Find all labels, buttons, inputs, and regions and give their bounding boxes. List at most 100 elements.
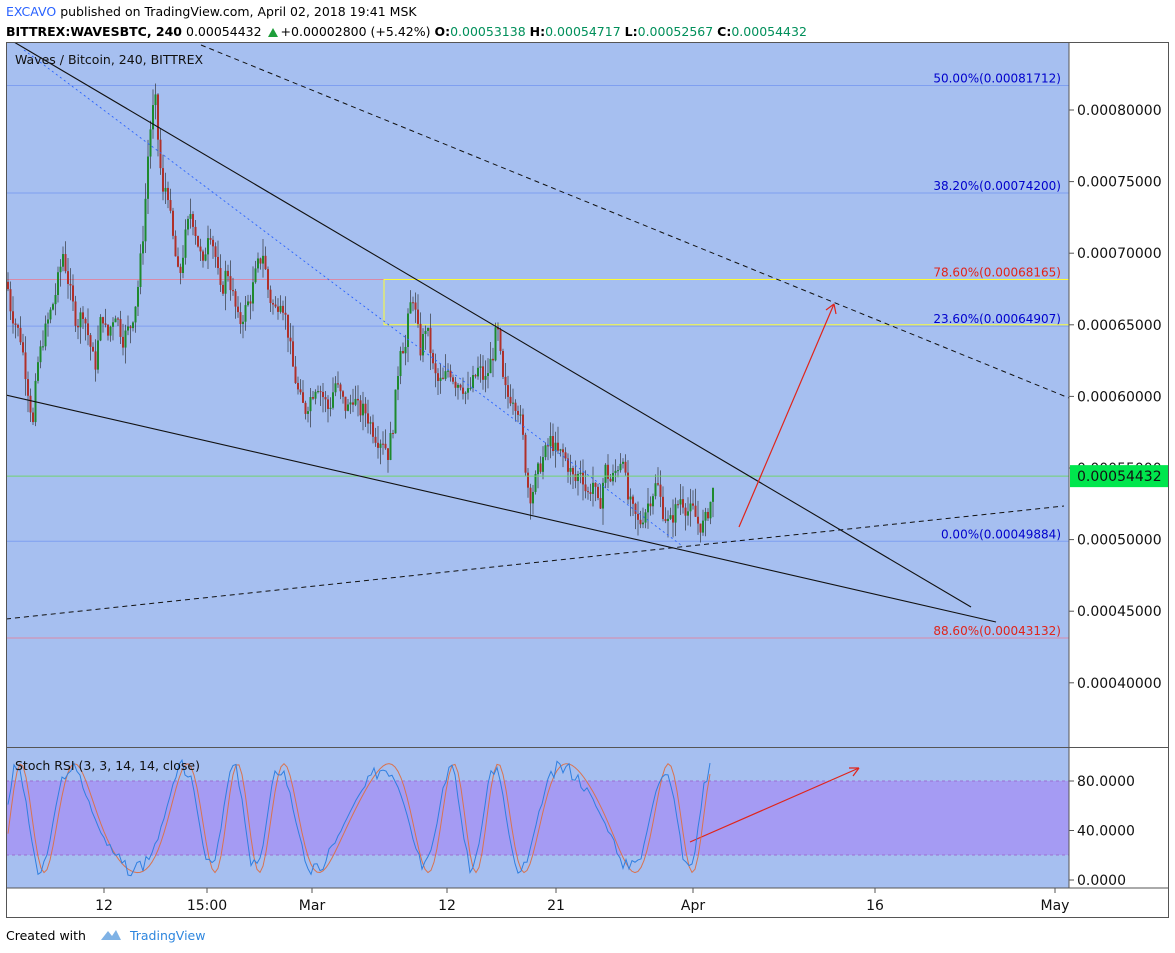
- candle-body: [224, 270, 227, 294]
- candle-body: [134, 306, 137, 323]
- candle-body: [29, 395, 32, 413]
- candle-body: [72, 285, 74, 302]
- candle-body: [162, 168, 164, 192]
- candle-body: [467, 388, 469, 393]
- candle-body: [409, 302, 412, 314]
- candle-body: [149, 129, 152, 157]
- candle-body: [124, 330, 127, 348]
- wedge-upper-trendline[interactable]: [13, 41, 972, 608]
- candle-body: [7, 281, 9, 290]
- candle-body: [584, 484, 587, 492]
- candle-body: [597, 486, 599, 499]
- candle-body: [322, 391, 324, 398]
- candle-body: [617, 470, 619, 472]
- candle-body: [399, 351, 402, 377]
- candle-body: [449, 370, 452, 378]
- candle-body: [289, 337, 292, 342]
- candle-body: [89, 335, 92, 347]
- indicator-axis[interactable]: 80.0000 40.0000 0.0000: [1069, 774, 1135, 889]
- author-link[interactable]: EXCAVO: [6, 4, 57, 19]
- candle-body: [137, 286, 139, 307]
- wedge-lower-trendline[interactable]: [5, 394, 997, 623]
- candle-body: [97, 340, 99, 370]
- candle-body: [94, 351, 97, 370]
- stoch-arrow[interactable]: [689, 767, 860, 843]
- candle-body: [412, 302, 414, 304]
- candle-body: [429, 327, 432, 354]
- candle-body: [274, 304, 277, 307]
- candle-body: [64, 254, 67, 272]
- candle-body: [682, 499, 684, 508]
- candle-body: [44, 323, 47, 347]
- candle-body: [472, 375, 474, 389]
- candle-body: [607, 464, 609, 479]
- candle-body: [462, 387, 464, 394]
- candle-body: [457, 384, 459, 388]
- time-tick-label: 12: [95, 898, 113, 914]
- candle-body: [129, 326, 132, 329]
- price-change: +0.00002800 (+5.42%): [280, 24, 431, 39]
- candle-body: [574, 474, 577, 482]
- support-dashed-line[interactable]: [5, 505, 1065, 620]
- candle-body: [627, 472, 629, 500]
- candle-body: [17, 324, 19, 328]
- time-tick-label: 16: [866, 898, 884, 914]
- candle-body: [114, 318, 117, 323]
- candle-body: [464, 392, 467, 394]
- candle-body: [79, 312, 82, 328]
- candle-body: [547, 445, 549, 447]
- candle-body: [204, 254, 207, 261]
- candle-body: [67, 271, 69, 284]
- candle-body: [232, 290, 234, 292]
- candle-body: [104, 323, 107, 325]
- trendlines: [5, 41, 1070, 623]
- candle-body: [654, 483, 657, 497]
- candle-body: [634, 503, 637, 514]
- candle-body: [264, 255, 267, 270]
- candle-body: [394, 389, 397, 434]
- candle-body: [499, 329, 502, 352]
- candle-body: [154, 94, 157, 106]
- candle-body: [544, 445, 547, 458]
- resistance-dashed-line[interactable]: [200, 44, 1070, 399]
- candle-body: [219, 268, 222, 285]
- up-triangle-icon: [267, 28, 278, 37]
- candle-body: [679, 499, 682, 505]
- chart-title: Waves / Bitcoin, 240, BITTREX: [15, 52, 203, 67]
- symbol-label: BITTREX:WAVESBTC, 240: [6, 24, 183, 39]
- price-axis[interactable]: 0.00080000 0.00075000 0.00070000 0.00065000…: [1069, 103, 1162, 692]
- tradingview-link[interactable]: TradingView: [129, 928, 206, 943]
- candle-body: [689, 503, 692, 512]
- price-tick-label: 0.00045000: [1077, 604, 1162, 620]
- candle-body: [609, 478, 612, 482]
- fib-base-dotted-line[interactable]: [23, 49, 682, 546]
- stoch-rsi-lines: [7, 758, 711, 877]
- chart-area[interactable]: 50.00%(0.00081712) 38.20%(0.00074200) 78.6…: [5, 41, 1169, 918]
- candle-body: [479, 366, 482, 368]
- candle-body: [359, 400, 362, 416]
- fib-level-label: 23.60%(0.00064907): [933, 312, 1061, 326]
- candle-body: [292, 341, 294, 367]
- fib-level-label: 50.00%(0.00081712): [933, 71, 1061, 85]
- fib-level-label: 78.60%(0.00068165): [933, 265, 1061, 279]
- candle-body: [414, 302, 417, 310]
- target-arrow[interactable]: [738, 303, 837, 528]
- candle-body: [367, 413, 369, 424]
- fib-level-label: 88.60%(0.00043132): [933, 624, 1061, 638]
- candle-body: [647, 503, 649, 513]
- high-value: 0.00054717: [545, 24, 621, 39]
- candle-body: [312, 397, 314, 399]
- price-chart-svg[interactable]: 50.00%(0.00081712) 38.20%(0.00074200) 78.6…: [5, 41, 1169, 918]
- candle-body: [444, 371, 447, 379]
- candle-body: [84, 318, 87, 324]
- candle-body: [167, 187, 169, 201]
- time-axis[interactable]: 12 15:00 Mar 12 21 Apr 16 May: [95, 888, 1069, 914]
- candle-body: [437, 373, 439, 382]
- candle-body: [112, 322, 114, 327]
- candle-body: [604, 464, 607, 483]
- candle-body: [539, 463, 542, 472]
- candle-body: [439, 377, 442, 382]
- candle-body: [492, 358, 494, 361]
- candle-body: [19, 327, 22, 343]
- candle-body: [379, 443, 382, 448]
